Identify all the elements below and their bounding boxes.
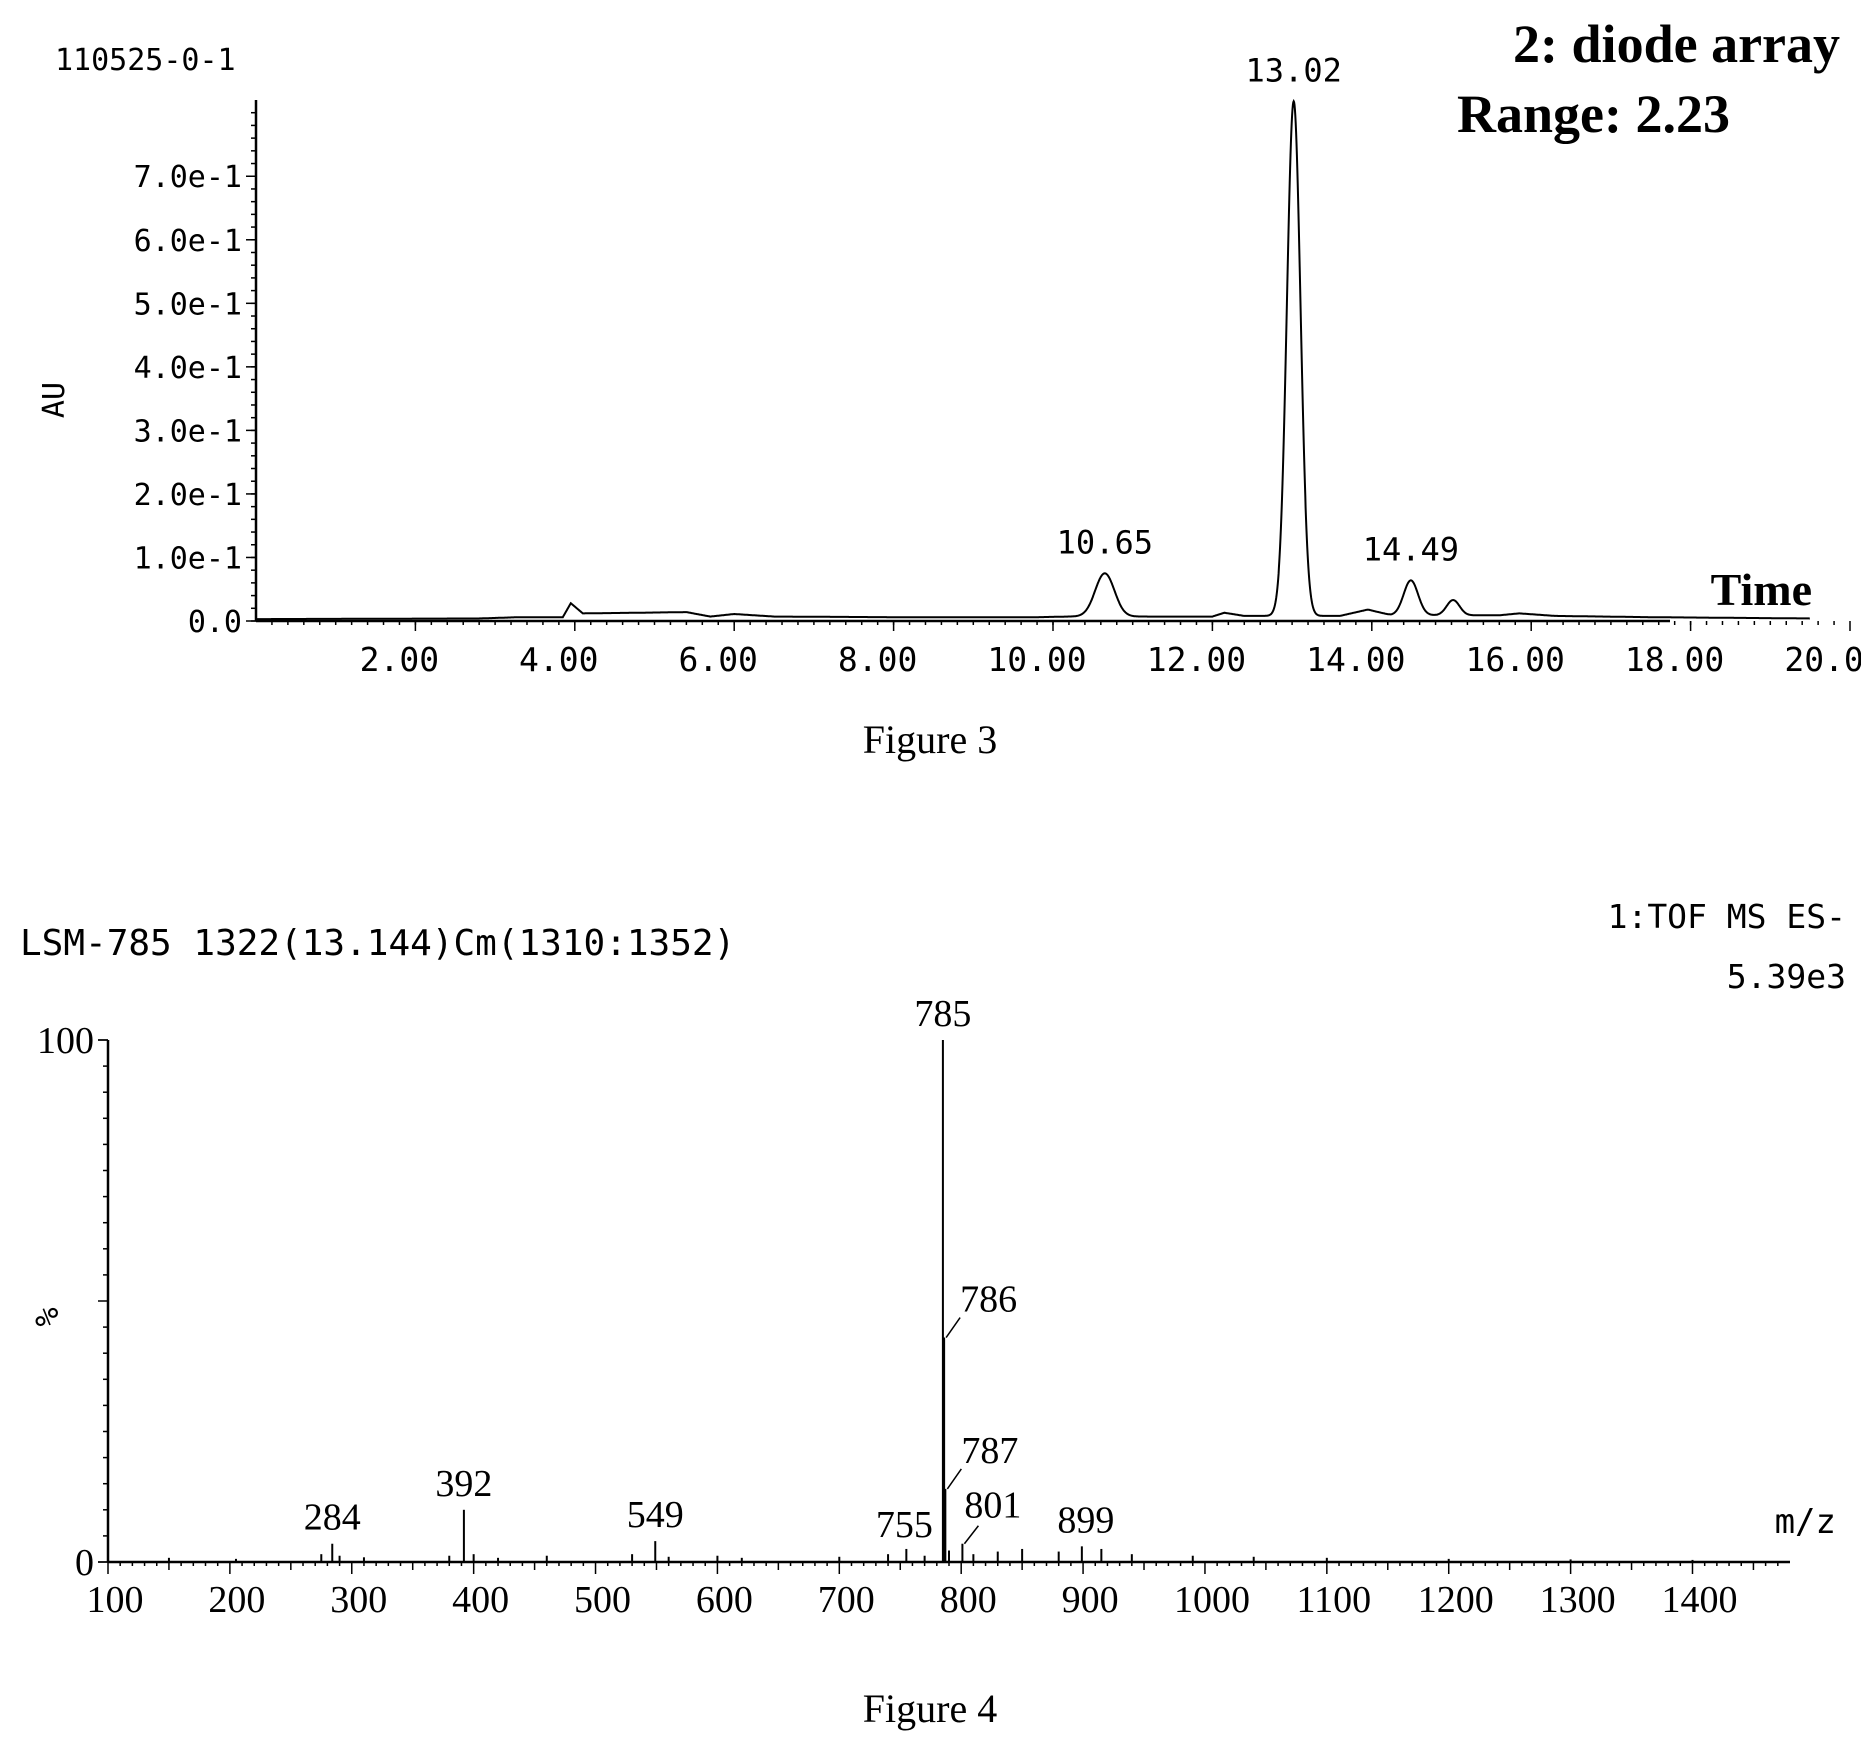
- chrom-y-tick-label: 7.0e-1: [134, 160, 242, 195]
- ms-x-axis-label: m/z: [1775, 1502, 1836, 1542]
- mass-spectrum-chart: LSM-785 1322(13.144)Cm(1310:1352) 1:TOF …: [20, 897, 1846, 1731]
- figure-4-caption: Figure 4: [863, 1686, 997, 1731]
- chrom-x-ticks: 2.00 4.00 6.00 8.00 10.00 12.00 14.00 16.00 18.0…: [271, 621, 1861, 679]
- ms-y-axis-label: %: [28, 1307, 66, 1326]
- ms-x-tick-label: 1000: [1174, 1579, 1250, 1621]
- ms-peak-labels: 284 392 549 755 785 786 787 801 899: [304, 993, 1115, 1546]
- ms-x-tick-label: 900: [1062, 1579, 1119, 1621]
- chrom-y-tick-label: 5.0e-1: [134, 287, 242, 322]
- ms-x-tick-label: 600: [696, 1579, 753, 1621]
- ms-x-tick-label: 800: [940, 1579, 997, 1621]
- ms-leader-line: [945, 1317, 961, 1338]
- chrom-detector-label: 2: diode array: [1513, 14, 1840, 74]
- chrom-peak-label: 10.65: [1057, 523, 1153, 561]
- chrom-x-tick-label: 12.00: [1147, 640, 1246, 679]
- chrom-peak-label: 13.02: [1246, 51, 1342, 89]
- ms-x-tick-label: 700: [818, 1579, 875, 1621]
- chrom-x-tick-label: 4.00: [519, 640, 598, 679]
- chrom-y-tick-label: 6.0e-1: [134, 224, 242, 259]
- ms-x-tick-label: 1400: [1661, 1579, 1737, 1621]
- chrom-x-tick-label: 6.00: [678, 640, 757, 679]
- chrom-x-tick-label: 16.00: [1466, 640, 1565, 679]
- ms-x-tick-label: 100: [87, 1579, 144, 1621]
- ms-x-tick-label: 500: [574, 1579, 631, 1621]
- ms-peak-label: 899: [1057, 1499, 1114, 1541]
- ms-peak-label: 284: [304, 1497, 361, 1539]
- ms-x-ticks: 100 200 300 400 500 600 700 800 900 1000 1100 1200 1…: [87, 1562, 1779, 1621]
- chrom-peak-labels: 10.65 13.02 14.49: [1057, 51, 1459, 568]
- ms-leader-line: [963, 1525, 979, 1545]
- chrom-x-tick-label: 2.00: [360, 640, 439, 679]
- ms-y-tick-label: 100: [37, 1020, 94, 1062]
- chrom-x-tick-label: 14.00: [1306, 640, 1405, 679]
- ms-peak-label: 549: [627, 1494, 684, 1536]
- ms-y-tick-label: 0: [75, 1542, 94, 1584]
- ms-intensity-label: 5.39e3: [1727, 957, 1846, 996]
- ms-peak-label: 801: [964, 1485, 1021, 1527]
- chromatogram-chart: 110525-0-1 2: diode array Range: 2.23 AU…: [37, 14, 1861, 762]
- chrom-y-tick-label: 2.0e-1: [134, 478, 242, 513]
- ms-peak-sticks: [331, 1040, 1083, 1562]
- chrom-trace: [256, 98, 1810, 621]
- chrom-x-tick-label: 18.00: [1625, 640, 1724, 679]
- ms-peak-label: 786: [960, 1279, 1017, 1321]
- ms-x-tick-label: 200: [208, 1579, 265, 1621]
- chrom-x-tick-label: 20.00: [1784, 640, 1861, 679]
- ms-x-tick-label: 1200: [1418, 1579, 1494, 1621]
- chrom-range-label: Range: 2.23: [1457, 84, 1730, 144]
- chrom-y-tick-label: 4.0e-1: [134, 351, 242, 386]
- chrom-y-ticks: 0.0 1.0e-1 2.0e-1 3.0e-1 4.0e-1 5.0e-1 6.0e-1 7…: [134, 111, 256, 640]
- chrom-sample-id: 110525-0-1: [55, 43, 236, 78]
- ms-y-ticks: 0 100: [37, 1020, 108, 1584]
- chrom-x-tick-label: 8.00: [838, 640, 917, 679]
- chrom-y-tick-label: 0.0: [188, 605, 242, 640]
- chrom-y-tick-label: 1.0e-1: [134, 541, 242, 576]
- ms-peak-label: 755: [876, 1504, 933, 1546]
- chrom-x-tick-label: 10.00: [987, 640, 1086, 679]
- ms-leader-line: [946, 1468, 962, 1490]
- ms-peak-label: 392: [435, 1463, 492, 1505]
- ms-minor-peaks: [167, 1548, 1694, 1562]
- chrom-x-axis-label: Time: [1711, 564, 1812, 615]
- ms-peak-label: 785: [914, 993, 971, 1035]
- chrom-y-axis-label: AU: [37, 382, 72, 418]
- ms-x-tick-label: 1300: [1540, 1579, 1616, 1621]
- figure-3-caption: Figure 3: [863, 717, 997, 762]
- chrom-y-tick-label: 3.0e-1: [134, 414, 242, 449]
- ms-mode-label: 1:TOF MS ES-: [1608, 897, 1846, 936]
- ms-x-tick-label: 1100: [1297, 1579, 1372, 1621]
- ms-x-tick-label: 400: [452, 1579, 509, 1621]
- chrom-peak-label: 14.49: [1363, 530, 1459, 568]
- ms-x-tick-label: 300: [330, 1579, 387, 1621]
- ms-spectrum-title: LSM-785 1322(13.144)Cm(1310:1352): [20, 923, 735, 964]
- ms-peak-label: 787: [961, 1430, 1018, 1472]
